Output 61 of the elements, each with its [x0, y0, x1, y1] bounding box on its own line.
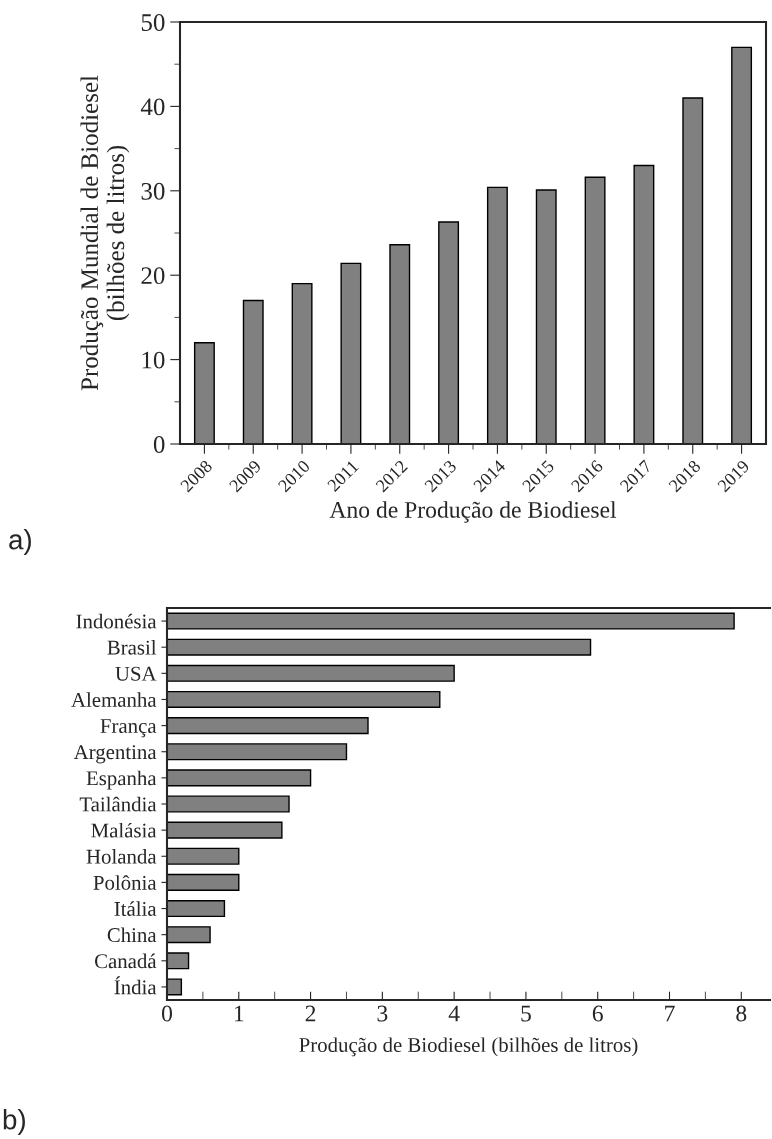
x-tick-label: 3: [377, 1005, 388, 1022]
x-tick-label: 8: [736, 1005, 747, 1022]
y-tick-label: 50: [141, 14, 165, 31]
y-tick-label: USA: [115, 666, 157, 681]
bar: [167, 952, 190, 970]
y-tick-label: Indonésia: [76, 613, 157, 629]
y-tick-label: Brasil: [107, 639, 157, 655]
y-tick-label: Canadá: [94, 953, 157, 969]
bar: [438, 221, 460, 444]
bar: [486, 186, 508, 444]
bar: [167, 612, 735, 630]
y-tick-label: Índia: [114, 976, 157, 995]
y-tick-label: Itália: [114, 901, 157, 916]
bar: [167, 847, 240, 865]
y-tick-label: Argentina: [73, 745, 157, 764]
bar: [167, 638, 592, 656]
bar: [167, 743, 348, 761]
bar: [535, 189, 557, 444]
y-tick-label: Holanda: [86, 849, 157, 864]
text: a): [9, 529, 31, 555]
bar: [167, 899, 226, 918]
y-tick-label: Alemanha: [71, 692, 157, 707]
bar: [167, 717, 369, 735]
x-tick-label: 6: [592, 1005, 603, 1022]
bar: [389, 244, 411, 444]
y-tick-label: Malásia: [91, 822, 157, 838]
y-axis-title: Produção Mundial de Biodiesel (bilhões de litros): [80, 75, 130, 391]
bar: [167, 795, 290, 813]
text: b): [3, 1109, 25, 1135]
bar: [167, 664, 455, 682]
y-tick-label: França: [100, 719, 157, 738]
bar: [291, 282, 313, 444]
bar: [633, 164, 655, 444]
x-tick-label: 1: [234, 1005, 244, 1022]
bar: [167, 978, 183, 996]
y-tick-label: China: [107, 927, 157, 943]
y-tick-label: Tailândia: [79, 796, 157, 812]
bar: [167, 821, 283, 839]
bar: [584, 176, 606, 444]
bar: [242, 299, 264, 444]
bar: [167, 873, 240, 891]
y-tick-label: 20: [141, 267, 165, 285]
bar: [167, 769, 312, 787]
y-tick-label: 40: [140, 98, 165, 116]
x-tick-label: 2: [305, 1005, 316, 1022]
bar: [731, 46, 753, 444]
bar: [193, 342, 215, 444]
x-tick-label: 5: [521, 1005, 531, 1022]
x-tick-label: 7: [665, 1005, 675, 1022]
y-tick-label: 10: [142, 351, 165, 369]
x-axis-title: Produção de Biodiesel (bilhões de litros): [299, 1037, 638, 1057]
y-tick-label: Polônia: [93, 875, 157, 890]
bar: [167, 690, 441, 709]
bar: [682, 97, 704, 444]
bar: [340, 262, 362, 444]
y-tick-label: 30: [141, 182, 165, 200]
bar: [167, 926, 211, 944]
y-tick-label: 0: [153, 436, 165, 453]
x-tick-label: 4: [448, 1005, 460, 1022]
x-axis-title: Ano de Produção de Biodiesel: [329, 501, 617, 523]
y-tick-label: Espanha: [86, 770, 157, 790]
